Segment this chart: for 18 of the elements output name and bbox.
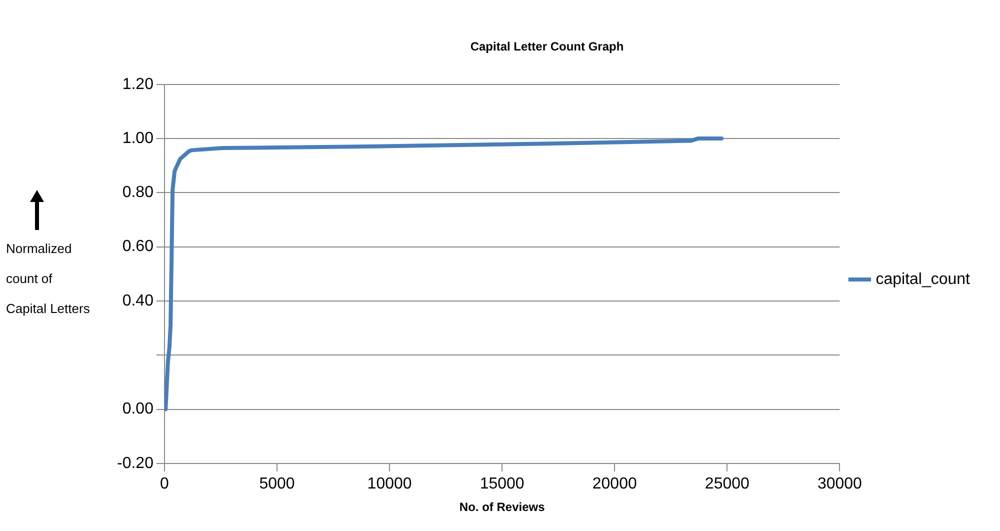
x-tick-label: 25000 [704,475,750,492]
x-axis-title: No. of Reviews [459,500,546,514]
y-tick-label: -0.20 [117,454,154,472]
y-tick-label: 0.60 [122,238,154,256]
y-tick-label: 0.80 [122,184,154,202]
x-tick-label: 15000 [480,475,524,492]
x-tick-label: 0 [160,475,170,492]
y-axis-title: Normalized count of Capital Letters [6,240,91,318]
y-tick-label: 1.00 [122,130,154,147]
y-tick-label: 0.40 [122,292,154,310]
x-tick-label: 20000 [592,475,637,492]
x-tick-label: 30000 [817,475,862,492]
x-tick-label: 10000 [367,475,412,492]
x-tick-label: 5000 [259,475,295,492]
legend-label: capital_count [876,270,971,288]
chart-title: Capital Letter Count Graph [470,40,624,54]
y-tick-label: 0.00 [122,400,154,418]
y-tick-label: 1.20 [122,76,154,93]
